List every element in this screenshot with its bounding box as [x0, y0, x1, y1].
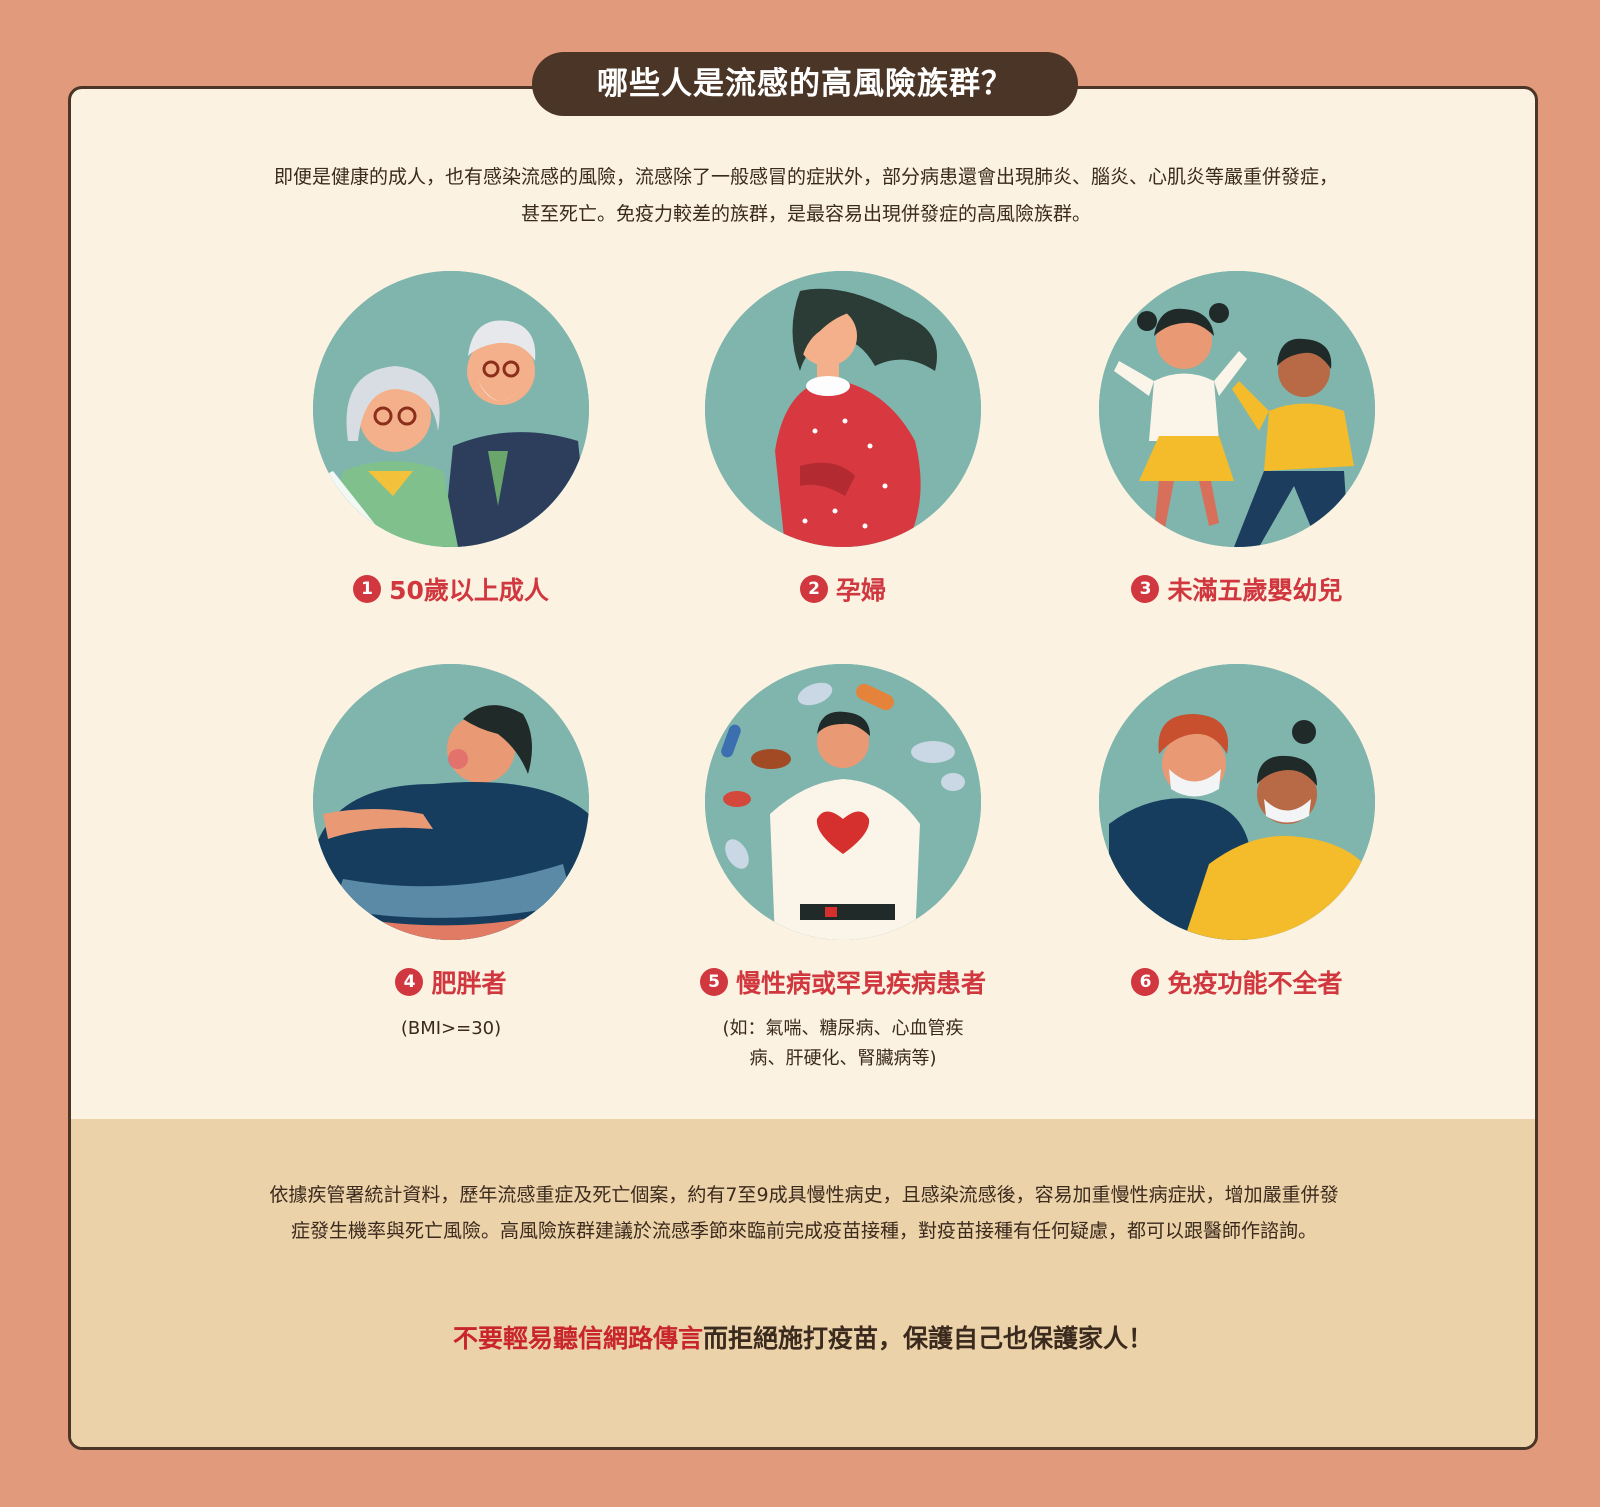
slogan-rest: 而拒絕施打疫苗，保護自己也保護家人！: [703, 1324, 1154, 1353]
number-badge: 6: [1131, 968, 1160, 996]
note-section: 依據疾管署統計資料，歷年流感重症及死亡個案，約有7至9成具慢性病史，且感染流感後…: [71, 1119, 1535, 1447]
risk-group-elderly: 1 50歲以上成人: [271, 271, 631, 607]
info-card: 即便是健康的成人，也有感染流感的風險，流感除了一般感冒的症狀外，部分病患還會出現…: [68, 86, 1538, 1450]
slogan-highlight: 不要輕易聽信網路傳言: [452, 1324, 703, 1353]
number-badge: 3: [1131, 575, 1160, 603]
risk-group-label-row: 1 50歲以上成人: [271, 571, 631, 607]
elderly-couple-illustration: [313, 271, 589, 547]
risk-group-label-row: 6 免疫功能不全者: [1057, 964, 1417, 1000]
risk-group-children: 3 未滿五歲嬰幼兒: [1057, 271, 1417, 607]
risk-group-label-row: 4 肥胖者: [271, 964, 631, 1000]
number-badge: 2: [799, 575, 828, 603]
risk-group-obese: 4 肥胖者 (BMI>=30): [271, 664, 631, 1044]
page-title: 哪些人是流感的高風險族群？: [532, 52, 1078, 116]
intro-paragraph: 即便是健康的成人，也有感染流感的風險，流感除了一般感冒的症狀外，部分病患還會出現…: [273, 166, 1338, 225]
risk-group-label-row: 2 孕婦: [663, 571, 1023, 607]
pregnant-woman-illustration: [705, 271, 981, 547]
statistics-note: 依據疾管署統計資料，歷年流感重症及死亡個案，約有7至9成具慢性病史，且感染流感後…: [269, 1184, 1339, 1242]
risk-group-label-row: 3 未滿五歲嬰幼兒: [1057, 571, 1417, 607]
children-illustration: [1099, 271, 1375, 547]
risk-group-pregnant: 2 孕婦: [663, 271, 1023, 607]
number-badge: 5: [699, 968, 728, 996]
risk-group-label: 肥胖者: [431, 969, 507, 998]
risk-group-subtext: (如：氣喘、糖尿病、心血管疾病、肝硬化、腎臟病等): [722, 1018, 964, 1069]
risk-group-label: 50歲以上成人: [389, 576, 549, 605]
risk-group-label: 未滿五歲嬰幼兒: [1167, 576, 1343, 605]
risk-group-immunocompromised: 6 免疫功能不全者: [1057, 664, 1417, 1000]
risk-group-label: 孕婦: [835, 576, 886, 605]
risk-group-label: 慢性病或罕見疾病患者: [735, 969, 986, 998]
number-badge: 4: [395, 968, 424, 996]
risk-group-subtext: (BMI>=30): [400, 1018, 502, 1039]
risk-group-label: 免疫功能不全者: [1167, 969, 1343, 998]
risk-group-chronic: 5 慢性病或罕見疾病患者 (如：氣喘、糖尿病、心血管疾病、肝硬化、腎臟病等): [663, 664, 1023, 1074]
obese-person-illustration: [313, 664, 589, 940]
chronic-illness-illustration: [705, 664, 981, 940]
masked-people-illustration: [1099, 664, 1375, 940]
risk-group-label-row: 5 慢性病或罕見疾病患者: [663, 964, 1023, 1000]
number-badge: 1: [353, 575, 382, 603]
slogan: 不要輕易聽信網路傳言而拒絕施打疫苗，保護自己也保護家人！: [71, 1319, 1535, 1355]
